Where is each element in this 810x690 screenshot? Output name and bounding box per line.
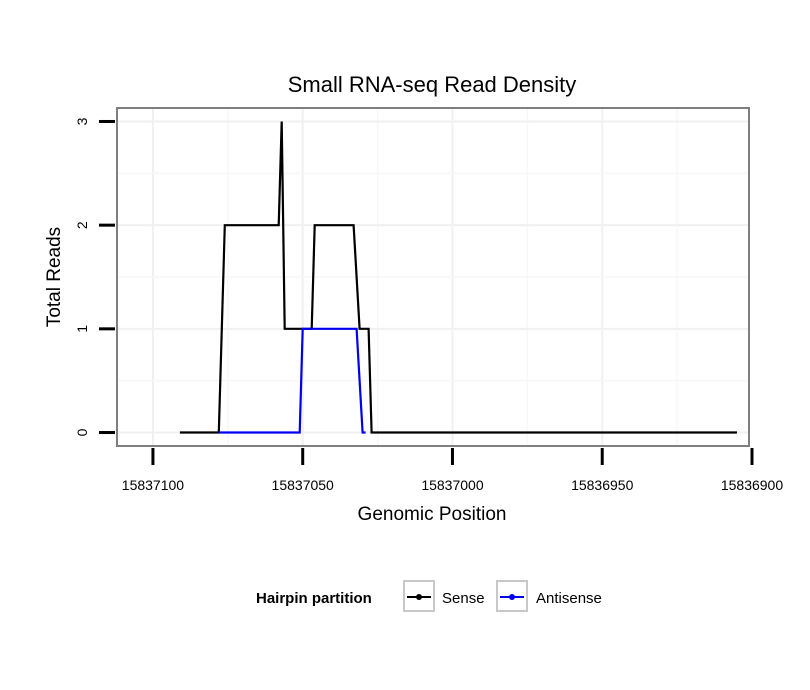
series-line-antisense [218,327,366,434]
x-axis-title: Genomic Position [358,504,507,525]
y-tick-label: 0 [74,428,90,436]
x-tick-label: 15837100 [122,477,185,493]
x-tick-label: 15836900 [721,477,784,493]
y-tick-label: 1 [74,325,90,333]
grid [117,108,749,446]
legend-item-antisense: Antisense [496,580,602,612]
legend-item-sense: Sense [403,580,485,612]
y-tick-label: 2 [74,221,90,229]
legend-title: Hairpin partition [256,590,372,607]
legend-label-sense: Sense [442,590,485,607]
y-tick-label: 3 [74,117,90,125]
x-tick-label: 15837000 [421,477,484,493]
axes: 15837100 15837050 15837000 15836950 15836900… [74,117,783,493]
legend-point-antisense [509,594,515,600]
chart-title: Small RNA-seq Read Density [288,72,577,97]
series-lines [179,121,737,434]
x-tick-label: 15837050 [272,477,335,493]
legend-label-antisense: Antisense [536,590,602,607]
legend: Hairpin partition Sense Antisense [256,580,602,612]
x-tick-label: 15836950 [571,477,634,493]
plot-border [116,107,750,447]
y-axis-title: Total Reads [44,227,65,327]
legend-point-sense [416,594,422,600]
